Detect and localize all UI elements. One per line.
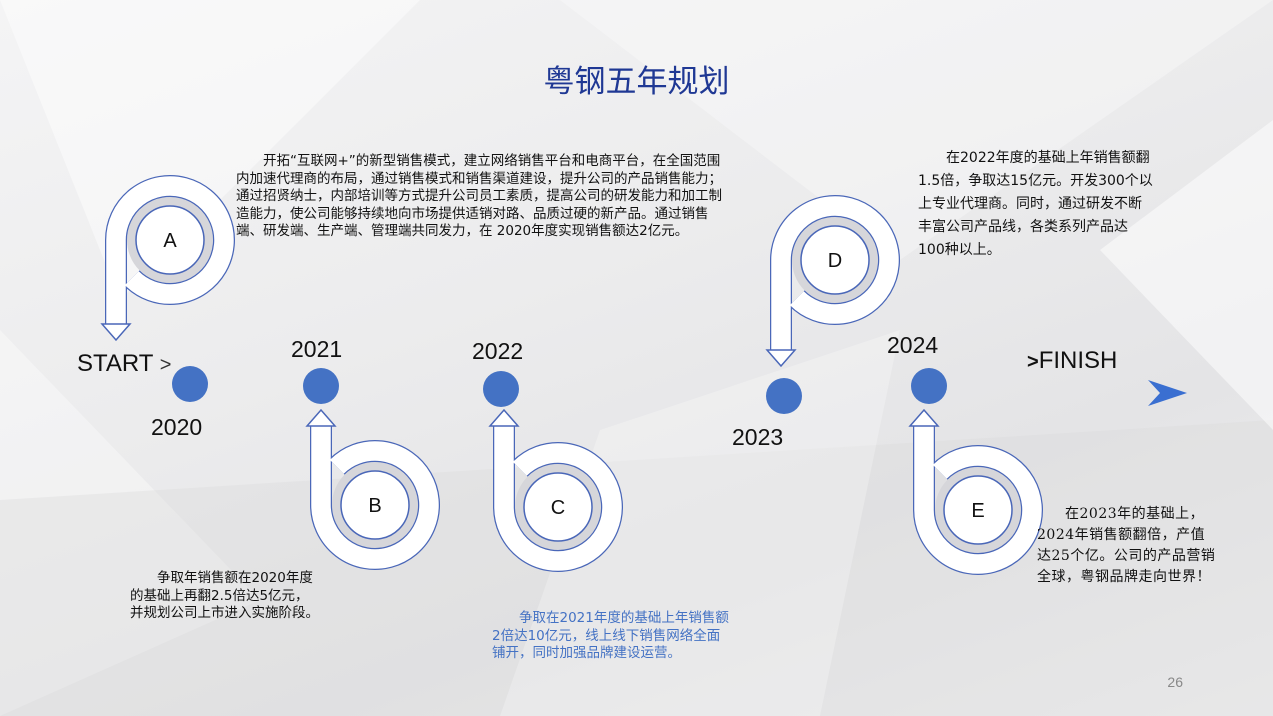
- chevron-right-icon: >: [159, 354, 172, 376]
- spiral-band: [311, 426, 439, 569]
- stage-c-text: 争取在2021年度的基础上年销售额2倍达10亿元，线上线下销售网络全面铺开，同时…: [492, 610, 729, 661]
- page-number: 26: [1167, 674, 1183, 690]
- spiral-band: [914, 426, 1042, 574]
- spiral-band: [106, 176, 234, 324]
- year-2024: 2024: [887, 332, 939, 358]
- stage-a-text: 开拓“互联网+”的新型销售模式，建立网络销售平台和电商平台，在全国范围内加速代理…: [236, 153, 722, 239]
- finish-label: >FINISH: [1027, 347, 1118, 374]
- spiral-ring: [935, 467, 1021, 553]
- timeline-dot-2021: [303, 368, 339, 404]
- arrow-down-icon: [100, 323, 132, 342]
- chevron-right-icon: >: [1027, 351, 1039, 373]
- arrow-right-icon: [1148, 380, 1187, 406]
- stage-label-b: B: [368, 495, 381, 517]
- spiral-ring: [792, 217, 878, 303]
- stage-circle: [800, 225, 870, 295]
- stage-d-text: 在2022年度的基础上年销售额翻1.5倍，争取达15亿元。开发300个以上专业代…: [918, 150, 1153, 258]
- start-label: START >: [77, 350, 172, 377]
- stage-label-c: C: [551, 497, 565, 519]
- arrow-up-icon: [305, 408, 337, 427]
- arrow-down-icon: [765, 349, 797, 368]
- timeline-dot-2024: [911, 368, 947, 404]
- timeline-dot-2020: [172, 366, 208, 402]
- timeline-dot-2022: [483, 371, 519, 407]
- year-2021: 2021: [291, 336, 343, 362]
- spiral-ring: [515, 464, 601, 550]
- spiral-ring: [127, 197, 213, 283]
- timeline-dot-2023: [766, 378, 802, 414]
- year-2020: 2020: [151, 414, 203, 440]
- spiral-ring: [332, 462, 418, 548]
- stage-circle: [135, 205, 205, 275]
- page-title: 粤钢五年规划: [543, 64, 730, 100]
- stage-b-text: 争取年销售额在2020年度的基础上再翻2.5倍达5亿元，并规划公司上市进入实施阶…: [130, 570, 319, 621]
- year-2022: 2022: [472, 338, 524, 364]
- arrow-up-icon: [908, 408, 940, 427]
- stage-circle: [943, 475, 1013, 545]
- stage-e-text: 在2023年的基础上，2024年销售额翻倍，产值达25个亿。公司的产品营销全球，…: [1037, 506, 1216, 585]
- stage-label-d: D: [828, 250, 842, 272]
- spiral-band: [494, 426, 622, 571]
- spiral-band: [771, 196, 899, 350]
- stage-circle: [523, 472, 593, 542]
- year-2023: 2023: [732, 424, 784, 450]
- arrow-up-icon: [488, 408, 520, 427]
- stage-label-e: E: [971, 500, 984, 522]
- stage-circle: [340, 470, 410, 540]
- stage-label-a: A: [163, 230, 177, 252]
